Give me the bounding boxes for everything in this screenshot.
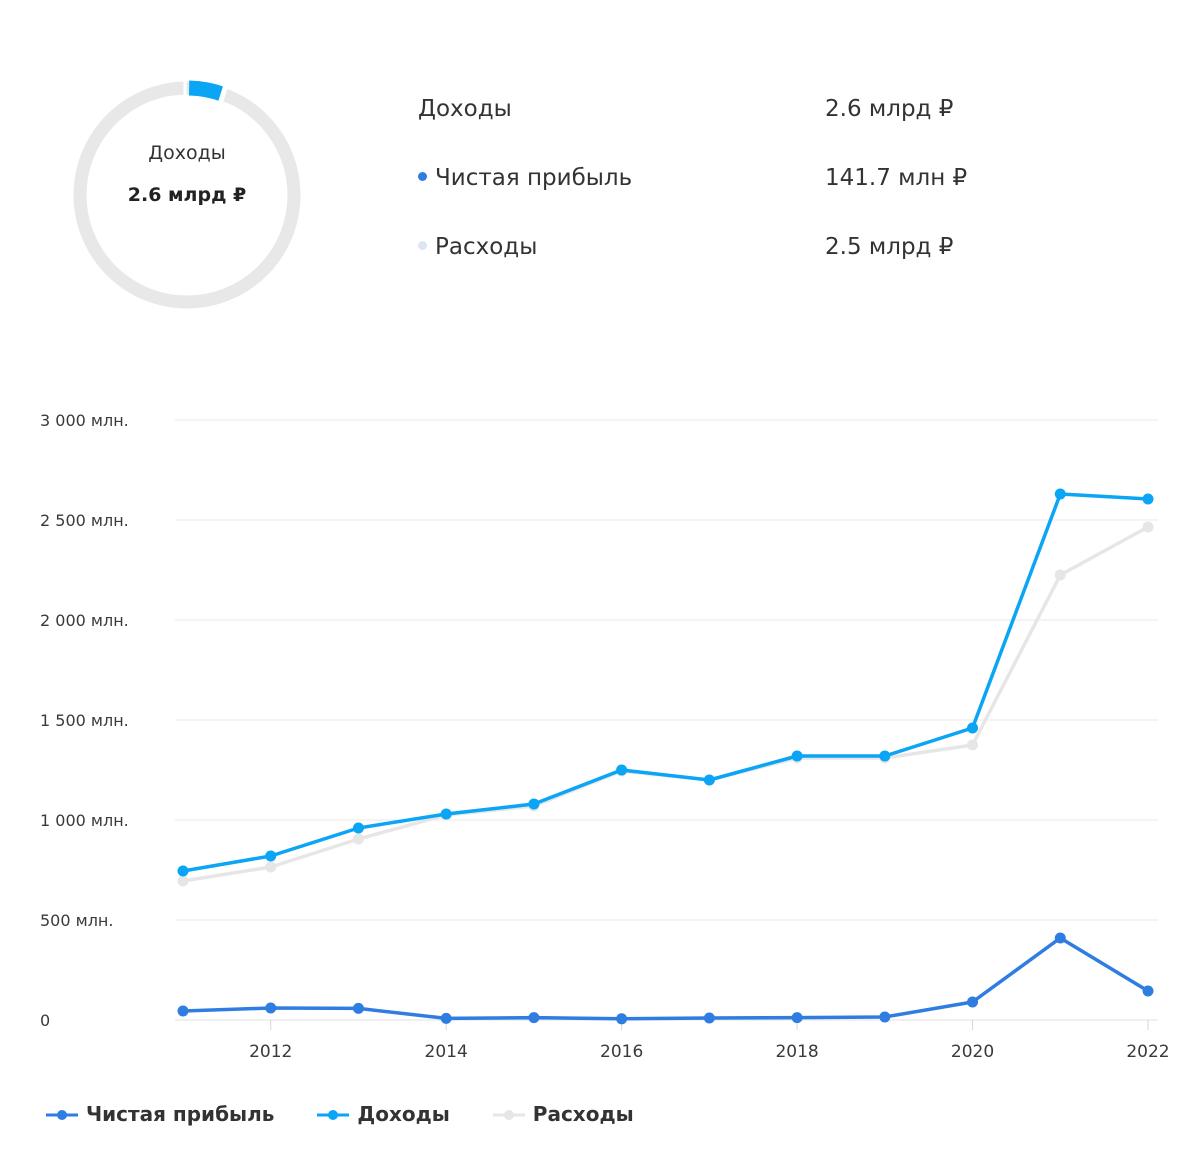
series-dot-icon: [418, 241, 427, 250]
summary-row-expenses[interactable]: Расходы 2.5 млрд ₽: [418, 234, 978, 303]
series-expenses-point: [177, 875, 189, 887]
donut-track: [73, 81, 301, 309]
series-net-profit-point: [440, 1012, 452, 1024]
axis-layer: 0 500 млн. 1 000 млн. 1 500 млн. 2 000 млн. 2…: [40, 411, 1170, 1062]
series-net-profit-point: [1142, 985, 1154, 997]
summary-row-revenue[interactable]: Доходы 2.6 млрд ₽: [418, 96, 978, 165]
series-revenue-line: [181, 492, 1150, 873]
series-net-profit-point: [616, 1013, 628, 1025]
summary-value: 141.7 млн ₽: [825, 165, 968, 191]
series-net-profit-point: [265, 1002, 277, 1014]
y-tick-label: 2 500 млн.: [40, 511, 129, 530]
series-expenses-point: [265, 861, 277, 873]
series-expenses-point: [1054, 569, 1066, 581]
y-tick-label: 2 000 млн.: [40, 611, 129, 630]
x-tick-label: 2022: [1126, 1042, 1169, 1062]
summary-list: Доходы 2.6 млрд ₽ Чистая прибыль 141.7 м…: [418, 96, 978, 303]
series-expenses-point: [967, 739, 979, 751]
legend-label: Доходы: [357, 1101, 450, 1126]
legend-item-revenue[interactable]: Доходы: [317, 1101, 450, 1126]
donut-label: Доходы: [148, 142, 226, 164]
x-tick-label: 2016: [600, 1042, 643, 1062]
summary-name: Расходы: [435, 234, 538, 260]
legend-label: Расходы: [532, 1101, 634, 1126]
series-revenue-point: [703, 774, 715, 786]
series-layer: [177, 488, 1154, 1025]
series-expenses-point: [1142, 521, 1154, 533]
series-net-profit-point: [177, 1005, 189, 1017]
series-revenue-point: [265, 850, 277, 862]
series-expenses-point: [352, 833, 364, 845]
series-revenue-point: [1142, 493, 1154, 505]
summary-value: 2.5 млрд ₽: [825, 234, 954, 260]
legend-item-net-profit[interactable]: Чистая прибыль: [46, 1102, 274, 1126]
summary-name: Чистая прибыль: [435, 165, 633, 191]
series-net-profit-point: [879, 1011, 891, 1023]
series-net-profit-point: [967, 996, 979, 1008]
x-tick-label: 2014: [425, 1042, 468, 1062]
series-net-profit-point: [1054, 932, 1066, 944]
series-dot-icon: [418, 172, 427, 181]
y-tick-label: 500 млн.: [40, 911, 113, 930]
series-net-profit-line: [181, 936, 1150, 1021]
legend-line-icon: [492, 1110, 525, 1120]
series-revenue-point: [352, 822, 364, 834]
legend-item-expenses[interactable]: Расходы: [492, 1101, 634, 1126]
donut-value: 2.6 млрд ₽: [127, 184, 247, 206]
legend-label: Чистая прибыль: [86, 1101, 275, 1126]
donut-arc: [188, 80, 228, 102]
series-revenue-point: [177, 865, 189, 877]
series-net-profit-point: [528, 1012, 540, 1024]
chart-legend: Чистая прибыль Доходы Расходы: [46, 1100, 670, 1126]
legend-line-icon: [317, 1110, 350, 1120]
y-tick-label: 3 000 млн.: [40, 411, 129, 430]
x-tick-label: 2020: [951, 1042, 994, 1062]
series-revenue-point: [967, 722, 979, 734]
x-tick-label: 2012: [249, 1042, 292, 1062]
y-tick-label: 0: [40, 1011, 50, 1030]
grid-layer: [175, 419, 1158, 1021]
series-revenue-point: [1054, 488, 1066, 500]
series-revenue-point: [879, 750, 891, 762]
revenue-donut: Доходы 2.6 млрд ₽: [72, 80, 302, 310]
series-net-profit-point: [791, 1012, 803, 1024]
summary-name: Доходы: [418, 96, 512, 122]
y-tick-label: 1 500 млн.: [40, 711, 129, 730]
series-net-profit-point: [352, 1002, 364, 1014]
legend-line-icon: [46, 1110, 78, 1120]
donut-gap-right: [217, 84, 229, 105]
series-net-profit-point: [703, 1012, 715, 1024]
y-tick-label: 1 000 млн.: [40, 811, 129, 830]
line-chart: 0 500 млн. 1 000 млн. 1 500 млн. 2 000 млн. 2…: [40, 411, 1170, 1062]
series-expenses-line: [181, 525, 1150, 883]
x-tick-label: 2018: [775, 1042, 818, 1062]
donut-ring: [73, 80, 301, 309]
summary-row-net-profit[interactable]: Чистая прибыль 141.7 млн ₽: [418, 165, 978, 234]
series-revenue-point: [528, 798, 540, 810]
series-revenue-point: [616, 764, 628, 776]
series-revenue-point: [440, 808, 452, 820]
summary-value: 2.6 млрд ₽: [825, 96, 954, 122]
series-revenue-point: [791, 750, 803, 762]
